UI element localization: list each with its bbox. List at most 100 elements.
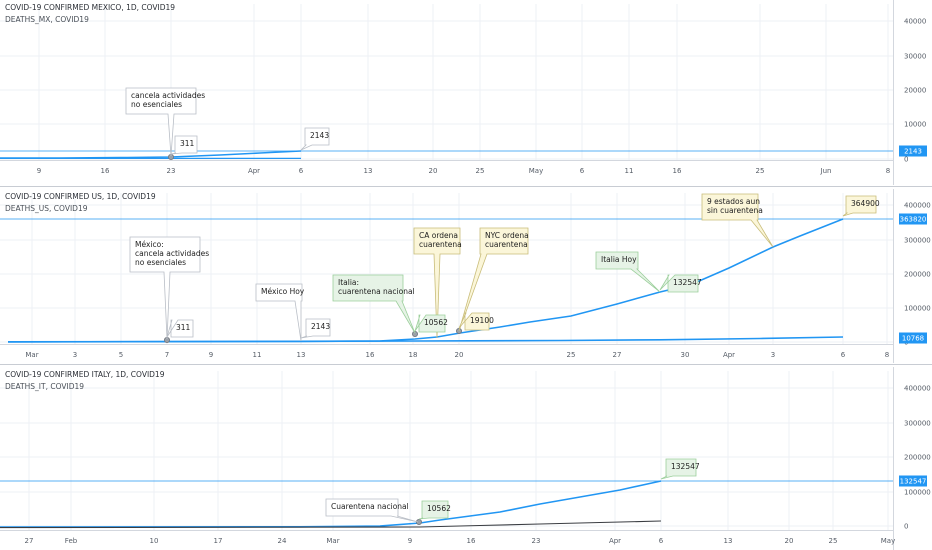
annotation-callout [255, 283, 303, 342]
annotation-callout-text: no esenciales [131, 100, 182, 109]
annotation-callout-text: Italia Hoy [601, 255, 637, 264]
value-badge [414, 314, 446, 333]
x-tick-label: 20 [785, 537, 794, 545]
x-tick-label: Apr [609, 537, 621, 545]
annotation-callout [332, 274, 416, 334]
x-tick-label: 17 [214, 537, 223, 545]
x-tick-label: 6 [659, 537, 664, 545]
value-badge-text: 19100 [470, 316, 494, 325]
x-tick-label: 9 [37, 167, 41, 175]
value-badge [170, 135, 198, 155]
x-tick-label: Apr [723, 351, 735, 359]
y-tick-label: 200000 [904, 454, 931, 462]
y-tick-label: 100000 [904, 305, 931, 313]
annotation-callout-text: NYC ordena [485, 231, 529, 240]
y-tick-label: 400000 [904, 385, 931, 393]
x-tick-label: 7 [165, 351, 169, 359]
x-tick-label: 13 [297, 351, 306, 359]
annotation-callout-text: cuarentena nacional [338, 287, 415, 296]
x-tick-label: 27 [613, 351, 622, 359]
annotation-callout-text: no esenciales [135, 258, 186, 267]
x-tick-label: 11 [625, 167, 634, 175]
annotation-callout [413, 227, 461, 339]
x-tick-label: 20 [429, 167, 438, 175]
y-tick-label: 100000 [904, 489, 931, 497]
x-tick-label: 13 [364, 167, 373, 175]
last-value-label: 132547 [900, 478, 927, 486]
x-tick-label: 16 [467, 537, 476, 545]
annotation-callout-text: cancela actividades [131, 91, 205, 100]
value-badge [166, 319, 194, 338]
x-tick-label: 9 [408, 537, 412, 545]
annotation-callout [125, 87, 197, 157]
x-tick-label: Mar [326, 537, 339, 545]
x-tick-label: 8 [885, 351, 889, 359]
x-tick-label: Feb [65, 537, 78, 545]
chart-subtitle: DEATHS_MX, COVID19 [5, 15, 89, 24]
x-tick-label: 27 [25, 537, 34, 545]
y-tick-label: 0 [904, 156, 908, 164]
annotation-callout-text: 9 estados aun [707, 197, 760, 206]
chart-subtitle: DEATHS_US, COVID19 [5, 204, 88, 213]
series-line [7, 218, 844, 343]
annotation-callout-text: Italia: [338, 278, 359, 287]
x-tick-label: 6 [580, 167, 585, 175]
last-value-tag [899, 332, 927, 344]
last-value-tag [899, 145, 927, 157]
last-value-label: 10768 [902, 335, 924, 343]
x-tick-label: 20 [455, 351, 464, 359]
y-tick-label: 0 [904, 523, 908, 531]
x-tick-label: 25 [476, 167, 485, 175]
y-tick-label: 40000 [904, 18, 926, 26]
x-tick-label: 8 [886, 167, 890, 175]
annotation-callout [458, 227, 529, 332]
y-tick-label: 300000 [904, 420, 931, 428]
x-tick-label: May [881, 537, 895, 545]
x-tick-label: 16 [366, 351, 375, 359]
x-tick-label: Apr [248, 167, 260, 175]
x-tick-label: Jun [820, 167, 832, 175]
x-tick-label: 23 [532, 537, 541, 545]
value-badge-text: 2143 [310, 131, 329, 140]
value-badge-text: 10562 [424, 318, 448, 327]
value-badge [660, 458, 697, 480]
value-badge-text: 132547 [671, 462, 700, 471]
chart-title: COVID-19 CONFIRMED MEXICO, 1D, COVID19 [5, 3, 175, 12]
x-tick-label: 5 [119, 351, 123, 359]
deaths-line [7, 336, 844, 343]
x-tick-label: 25 [829, 537, 838, 545]
y-tick-label: 300000 [904, 237, 931, 245]
chart-title: COVID-19 CONFIRMED US, 1D, COVID19 [5, 192, 156, 201]
value-badge-text: 311 [180, 139, 195, 148]
x-tick-label: 23 [167, 167, 176, 175]
annotation-callout-text: Cuarentena nacional [331, 502, 409, 511]
y-tick-label: 30000 [904, 53, 926, 61]
value-badge [418, 500, 449, 520]
chart-subtitle: DEATHS_IT, COVID19 [5, 382, 84, 391]
x-tick-label: 11 [253, 351, 262, 359]
value-badge-text: 10562 [427, 504, 451, 513]
annotation-callout-text: México Hoy [261, 287, 305, 296]
last-value-tag [899, 475, 927, 487]
y-tick-label: 400000 [904, 202, 931, 210]
y-tick-label: 10000 [904, 121, 926, 129]
deaths-line [0, 520, 662, 529]
x-tick-label: 3 [771, 351, 775, 359]
y-tick-label: 200000 [904, 271, 931, 279]
value-badge-text: 132547 [673, 278, 702, 287]
x-tick-label: Mar [25, 351, 38, 359]
annotation-callout-text: sin cuarentena [707, 206, 763, 215]
chart-title: COVID-19 CONFIRMED ITALY, 1D, COVID19 [5, 370, 165, 379]
x-tick-label: 25 [756, 167, 765, 175]
annotation-callout-text: CA ordena [419, 231, 458, 240]
value-badge [300, 127, 330, 151]
annotation-callout-text: cuarentena [485, 240, 528, 249]
x-tick-label: May [529, 167, 543, 175]
last-value-label: 363820 [900, 216, 927, 224]
series-line [0, 480, 662, 528]
value-badge-text: 2143 [311, 322, 330, 331]
value-badge [842, 195, 877, 217]
x-tick-label: 25 [567, 351, 576, 359]
